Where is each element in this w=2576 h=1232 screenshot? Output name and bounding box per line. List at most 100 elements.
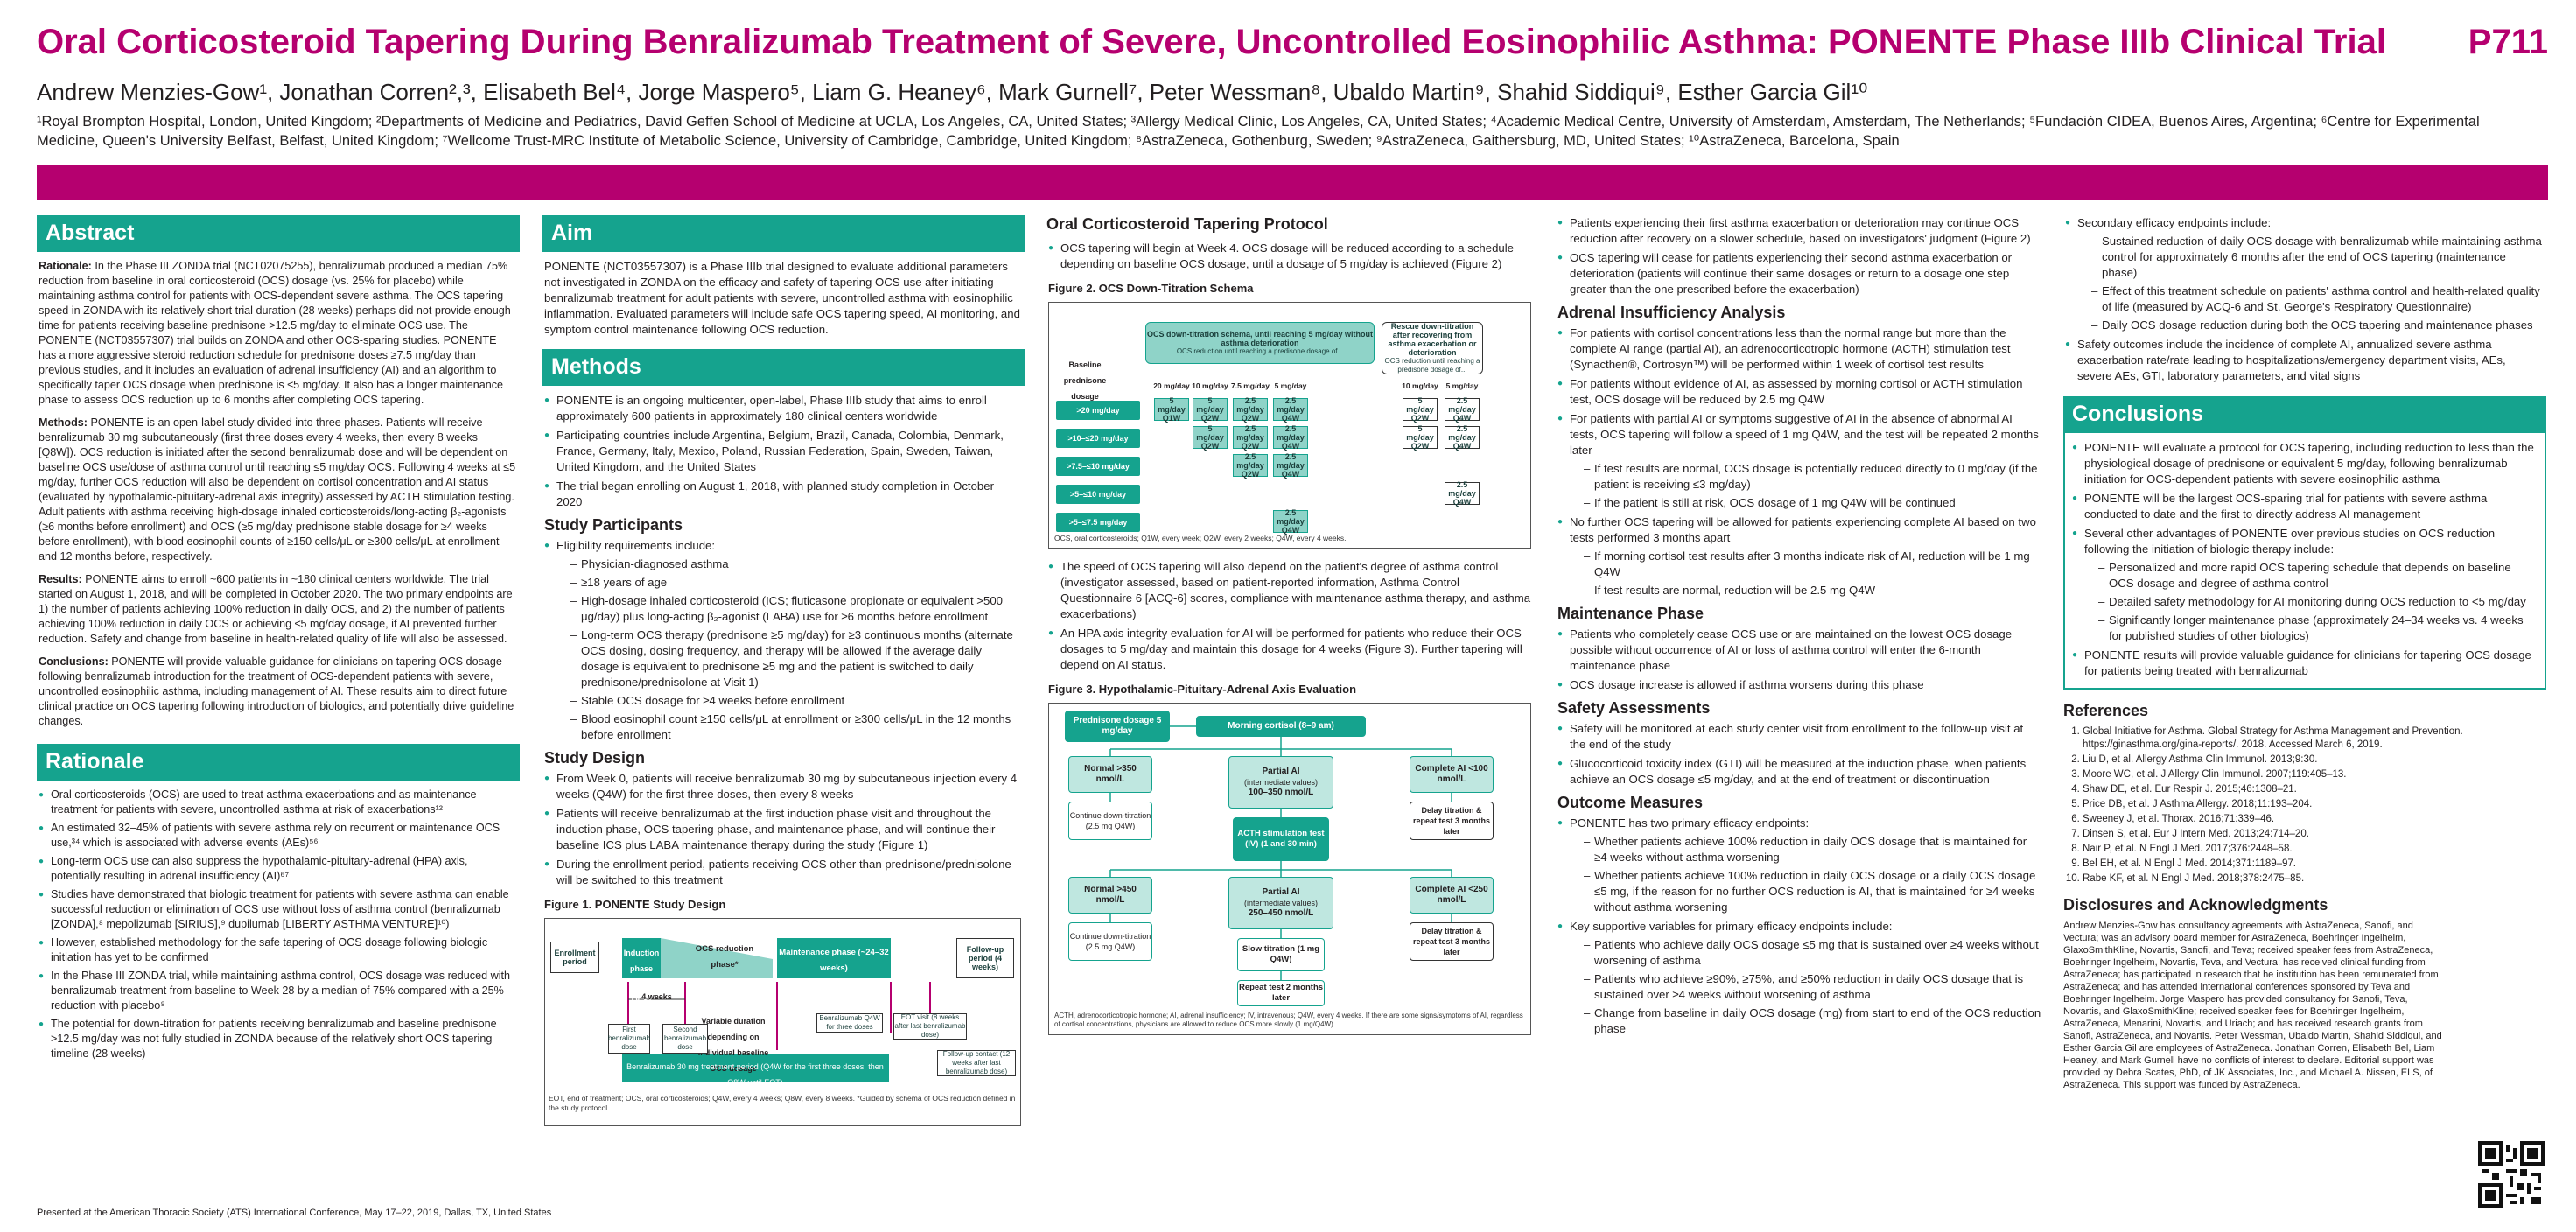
column-3: Oral Corticosteroid Tapering Protocol OC…	[1046, 215, 1536, 1039]
list-item: Participating countries include Argentin…	[544, 428, 1022, 475]
reference-item: Rabe KF, et al. N Engl J Med. 2018;378:2…	[2082, 872, 2546, 886]
figure2-baseline-label: Baseline prednisone dosage	[1063, 360, 1107, 401]
list-item: PONENTE has two primary efficacy endpoin…	[1558, 816, 2042, 915]
list-item: Eligibility requirements include: Physic…	[544, 538, 1022, 743]
figure1-ocs-reduction: OCS reduction phase*	[695, 944, 754, 970]
list-item: For patients with partial AI or symptoms…	[1558, 411, 2042, 511]
reference-item: Price DB, et al. J Asthma Allergy. 2018;…	[2082, 798, 2546, 811]
figure1-q4w-note: Benralizumab Q4W for three doses	[816, 1013, 883, 1032]
list-item: OCS dosage increase is allowed if asthma…	[1558, 677, 2042, 693]
figure1-followup: Follow-up period (4 weeks)	[956, 938, 1014, 978]
figure3-partial-2-title: Partial AI	[1262, 887, 1300, 897]
abstract-methods: PONENTE is an open-label study divided i…	[38, 416, 516, 563]
safety-heading: Safety Assessments	[1558, 699, 1711, 717]
figure2-cell: 2.5 mg/day Q4W	[1445, 424, 1480, 451]
figure2-cell: 5 mg/day Q2W	[1403, 396, 1438, 423]
sub-list-item: Personalized and more rapid OCS tapering…	[2098, 560, 2538, 592]
figure2-schema: OCS down-titration schema, until reachin…	[1048, 302, 1531, 549]
qr-code-graphic	[2478, 1141, 2544, 1208]
figure2-rescue-sub: OCS reduction until reaching a predisone…	[1384, 357, 1480, 374]
figure3-slow-titration: Slow titration (1 mg Q4W)	[1237, 938, 1325, 971]
outcome-heading: Outcome Measures	[1558, 794, 1704, 811]
reference-item: Shaw DE, et al. Eur Respir J. 2015;46:13…	[2082, 783, 2546, 796]
figure3-prednisone: Prednisone dosage 5 mg/day	[1065, 710, 1170, 742]
list-item: Glucocorticoid toxicity index (GTI) will…	[1558, 756, 2042, 788]
maintenance-heading: Maintenance Phase	[1558, 605, 1704, 622]
references-list: Global Initiative for Asthma. Global Str…	[2063, 725, 2546, 886]
figure2-cell: 2.5 mg/day Q4W	[1273, 508, 1308, 535]
figure3-acth-test: ACTH stimulation test (IV) (1 and 30 min…	[1233, 817, 1329, 861]
protocol-body: OCS tapering will begin at Week 4. OCS d…	[1046, 239, 1536, 1039]
ai-item-complete: No further OCS tapering will be allowed …	[1570, 515, 2036, 544]
list-item: The speed of OCS tapering will also depe…	[1048, 559, 1533, 622]
sub-list-item: Blood eosinophil count ≥150 cells/μL at …	[570, 711, 1022, 743]
poster-id: P711	[2468, 23, 2548, 61]
figure2-column-header: 10 mg/day	[1402, 382, 1438, 390]
figure3-continue-1: Continue down-titration (2.5 mg Q4W)	[1068, 802, 1152, 840]
sub-list-item: Stable OCS dosage for ≥4 weeks before en…	[570, 693, 1022, 709]
list-item: Patients who completely cease OCS use or…	[1558, 626, 2042, 674]
title-row: Oral Corticosteroid Tapering During Benr…	[37, 23, 2548, 66]
methods-heading: Methods	[542, 349, 1026, 386]
abstract-body: Rationale: In the Phase III ZONDA trial …	[37, 252, 520, 740]
figure3-complete-2: Complete AI <250 nmol/L	[1410, 877, 1494, 914]
poster-title: Oral Corticosteroid Tapering During Benr…	[37, 23, 2386, 61]
list-item: Long-term OCS use can also suppress the …	[38, 854, 516, 884]
figure2-schema-sub: OCS reduction until reaching a predisone…	[1176, 347, 1344, 355]
list-item: Safety outcomes include the incidence of…	[2065, 337, 2543, 384]
participants-heading: Study Participants	[544, 516, 683, 534]
list-item: The trial began enrolling on August 1, 2…	[544, 479, 1022, 510]
list-item: During the enrollment period, patients r…	[544, 857, 1022, 888]
figure3-partial-1-range: 100–350 nmol/L	[1248, 788, 1314, 797]
figure3-connectors	[1110, 725, 1452, 980]
footer-presentation-note: Presented at the American Thoracic Socie…	[37, 1208, 552, 1218]
sub-list-item: Whether patients achieve 100% reduction …	[1584, 868, 2042, 915]
figure1-maintenance: Maintenance phase (~24–32 weeks)	[779, 948, 889, 973]
figure2-column-header: 10 mg/day	[1192, 382, 1228, 390]
abstract-results-label: Results:	[38, 573, 82, 585]
column-5-body: Secondary efficacy endpoints include: Su…	[2063, 215, 2546, 391]
reference-item: Global Initiative for Asthma. Global Str…	[2082, 725, 2546, 752]
sub-list-item: Patients who achieve daily OCS dosage ≤5…	[1584, 937, 2042, 969]
rationale-list: Oral corticosteroids (OCS) are used to t…	[38, 788, 516, 1061]
figure1-eot-note: EOT visit (8 weeks after last benralizum…	[893, 1013, 967, 1040]
sub-list-item: Whether patients achieve 100% reduction …	[1584, 834, 2042, 865]
sub-list-item: If test results are normal, reduction wi…	[1584, 583, 2042, 598]
aim-text: PONENTE (NCT03557307) is a Phase IIIb tr…	[544, 260, 1020, 336]
figure2-column-header: 5 mg/day	[1446, 382, 1479, 390]
reference-item: Sweeney J, et al. Thorax. 2016;71:339–46…	[2082, 813, 2546, 826]
figure2-column-header: 20 mg/day	[1153, 382, 1190, 390]
sub-list-item: Patients who achieve ≥90%, ≥75%, and ≥50…	[1584, 971, 2042, 1003]
figure2-schema-head: OCS down-titration schema, until reachin…	[1146, 330, 1374, 347]
reference-item: Bel EH, et al. N Engl J Med. 2014;371:11…	[2082, 858, 2546, 871]
figure2-column-header: 5 mg/day	[1274, 382, 1307, 390]
figure1-study-design: Enrollment period Induction phase (stabl…	[544, 918, 1021, 1126]
aim-body: PONENTE (NCT03557307) is a Phase IIIb tr…	[542, 252, 1026, 349]
figure3-delay-1: Delay titration & repeat test 3 months l…	[1410, 802, 1494, 840]
sub-list-item: Sustained reduction of daily OCS dosage …	[2091, 234, 2543, 281]
column-1: Abstract Rationale: In the Phase III ZON…	[37, 215, 520, 1068]
conclusions-heading: Conclusions	[2063, 396, 2546, 433]
figure3-title: Figure 3. Hypothalamic-Pituitary-Adrenal…	[1048, 682, 1357, 696]
qr-code-icon[interactable]	[2478, 1141, 2544, 1208]
figure2-footnote: OCS, oral corticosteroids; Q1W, every we…	[1054, 534, 1347, 542]
sub-list-item: Detailed safety methodology for AI monit…	[2098, 594, 2538, 610]
ai-item-partial: For patients with partial AI or symptoms…	[1570, 412, 2039, 457]
figure3-delay-2: Delay titration & repeat test 3 months l…	[1410, 922, 1494, 961]
column-2: Aim PONENTE (NCT03557307) is a Phase III…	[542, 215, 1026, 1130]
figure2-schema-header: OCS down-titration schema, until reachin…	[1145, 322, 1375, 364]
participants-intro: Eligibility requirements include:	[556, 539, 716, 552]
rationale-heading: Rationale	[37, 744, 520, 780]
disclosures-heading: Disclosures and Acknowledgments	[2063, 896, 2328, 914]
figure3-normal-2: Normal >450 nmol/L	[1068, 877, 1152, 914]
figure2-cell: 2.5 mg/day Q4W	[1445, 396, 1480, 423]
conclusions-advantages: Several other advantages of PONENTE over…	[2084, 527, 2496, 556]
ai-heading: Adrenal Insufficiency Analysis	[1558, 304, 1786, 321]
figure2-cell: 2.5 mg/day Q2W	[1233, 396, 1268, 423]
abstract-conclusions-label: Conclusions:	[38, 655, 108, 668]
figure2-cell: 5 mg/day Q2W	[1403, 424, 1438, 451]
list-item: For patients without evidence of AI, as …	[1558, 376, 2042, 408]
list-item: Studies have demonstrated that biologic …	[38, 887, 516, 932]
sub-list-item: Physician-diagnosed asthma	[570, 556, 1022, 572]
list-item: No further OCS tapering will be allowed …	[1558, 514, 2042, 598]
